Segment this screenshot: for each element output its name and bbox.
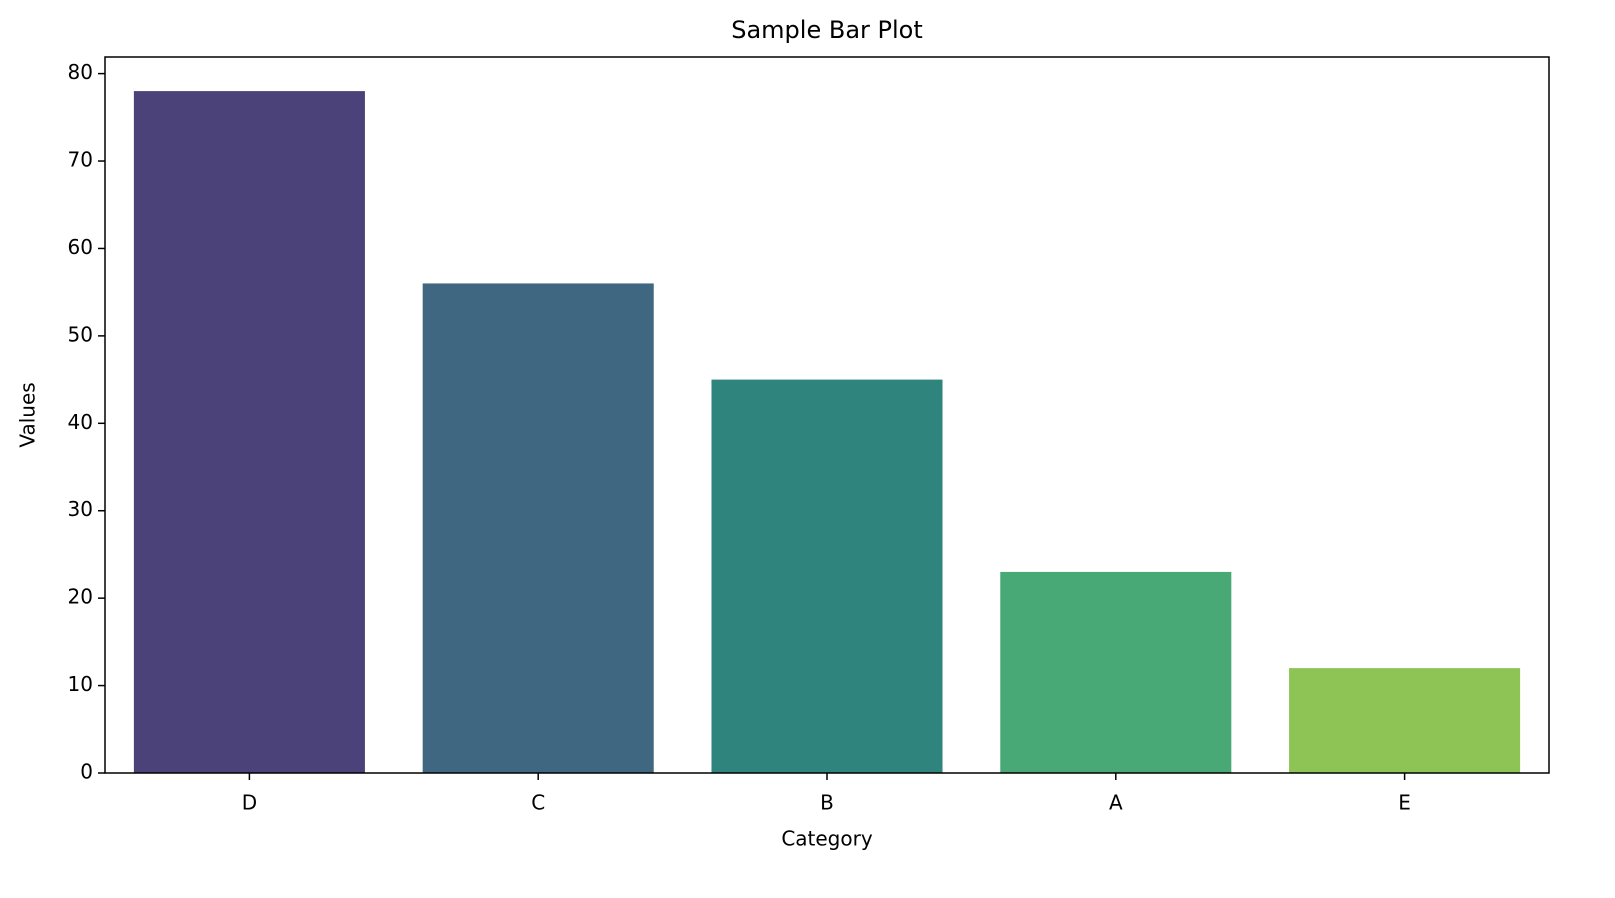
x-tick-label: D (242, 791, 257, 815)
y-tick-label: 40 (68, 410, 93, 434)
bar (422, 283, 654, 773)
y-tick-label: 80 (68, 60, 93, 84)
bar (133, 91, 365, 774)
bar (1000, 571, 1232, 773)
y-tick-label: 60 (68, 235, 93, 259)
y-tick-label: 20 (68, 585, 93, 609)
bar (1289, 668, 1521, 773)
y-tick-label: 0 (80, 760, 93, 784)
y-tick-label: 30 (68, 497, 93, 521)
chart-title: Sample Bar Plot (731, 16, 923, 44)
plot-frame (104, 56, 1550, 774)
y-tick-label: 70 (68, 148, 93, 172)
y-tick-label: 50 (68, 322, 93, 346)
x-tick-label: E (1398, 791, 1411, 815)
x-tick-label: B (820, 791, 834, 815)
y-tick-label: 10 (68, 672, 93, 696)
y-axis-label: Values (16, 382, 40, 447)
x-tick-label: A (1109, 791, 1123, 815)
x-axis-label: Category (781, 827, 873, 851)
bar (711, 379, 943, 773)
x-tick-label: C (531, 791, 545, 815)
